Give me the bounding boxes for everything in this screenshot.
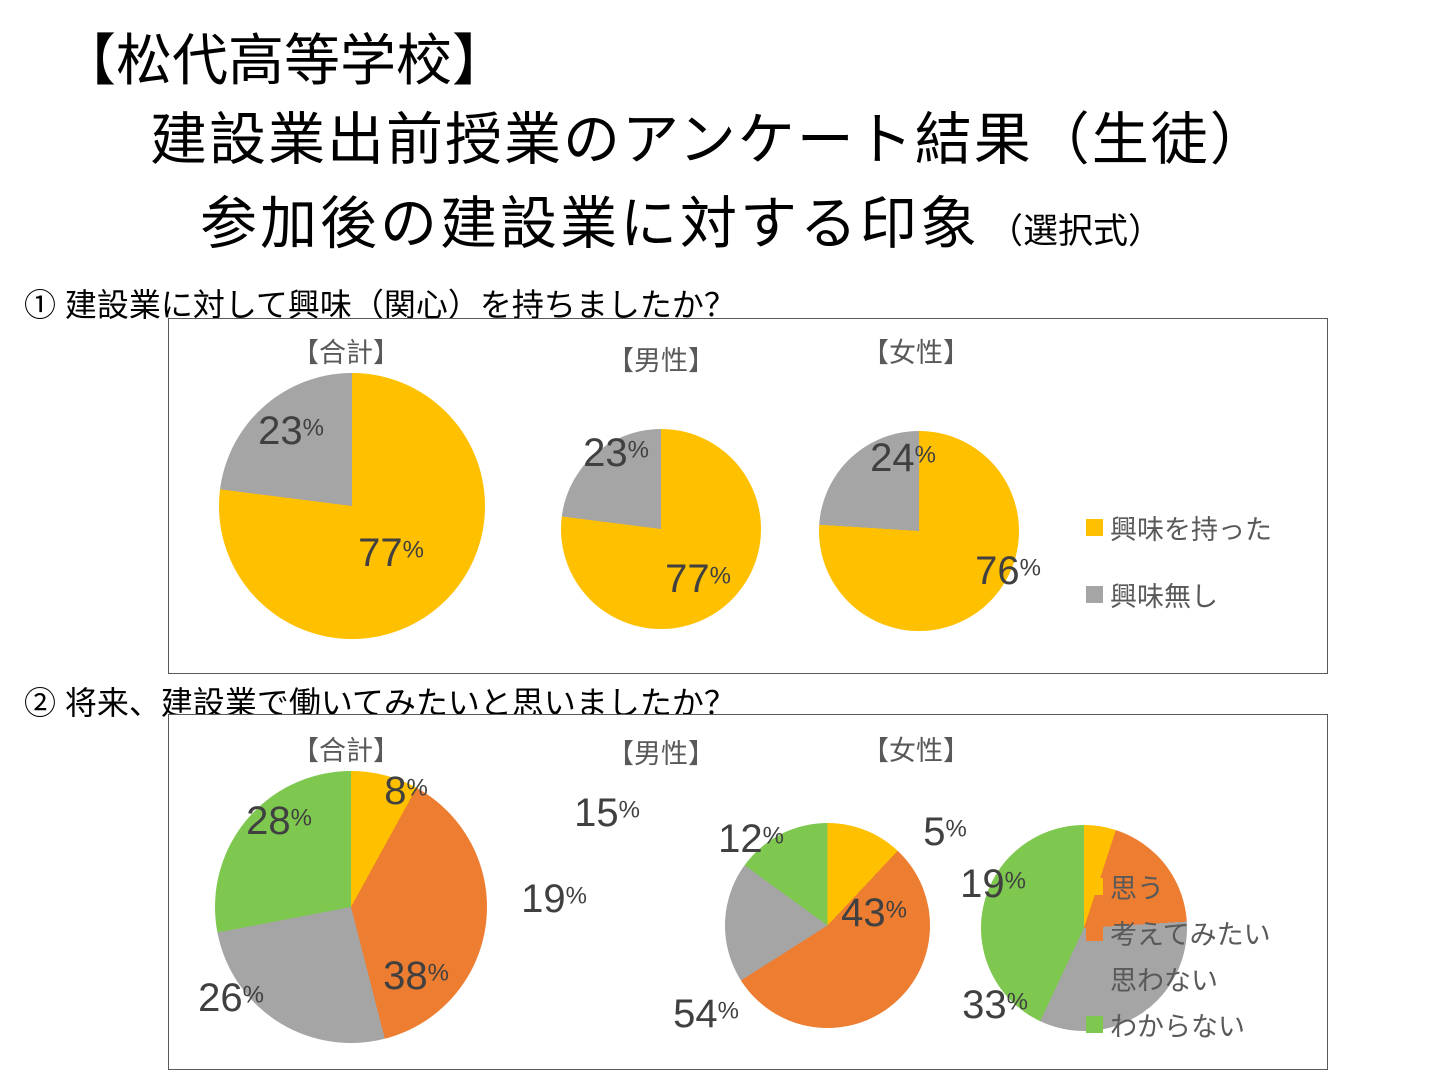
chart-panel-q2: 【合計】 8% 38% 26% 28% 【男性】 12% 54% 19% 15%… xyxy=(168,714,1328,1070)
pie-label-q2-female-kangaete: 19% xyxy=(960,862,1026,906)
legend-item-q2-omou: 思う xyxy=(1086,872,1164,904)
legend-swatch-gray-icon xyxy=(1086,585,1103,603)
pie-title-q2-male: 【男性】 xyxy=(607,739,715,769)
pie-label-q1-female-yes: 76% xyxy=(975,549,1041,593)
pie-label-q2-female-omowanai: 33% xyxy=(962,983,1028,1027)
legend-label: 考えてみたい xyxy=(1110,919,1271,950)
legend-label: わからない xyxy=(1110,1011,1245,1042)
pie-label-q1-male-yes: 77% xyxy=(665,557,731,601)
pie-title-q2-total: 【合計】 xyxy=(292,736,400,766)
pie-chart-q2-total xyxy=(215,771,487,1043)
pie-label-q2-male-omowanai: 19% xyxy=(521,877,587,921)
pie-title-q1-male: 【男性】 xyxy=(607,346,715,376)
pie-label-q2-total-kangaete: 38% xyxy=(383,954,449,998)
pie-label-q2-total-omou: 8% xyxy=(384,769,428,813)
legend-swatch-gray-icon xyxy=(1086,969,1103,987)
page-title-sub: 参加後の建設業に対する印象 （選択式） xyxy=(200,178,1163,260)
pie-title-q1-female: 【女性】 xyxy=(862,338,970,368)
pie-label-q1-female-no: 24% xyxy=(870,436,936,480)
pie-label-q1-total-no: 23% xyxy=(258,409,324,453)
page-title-sub-text: 参加後の建設業に対する印象 xyxy=(200,192,980,256)
pie-label-q2-male-omou: 12% xyxy=(718,817,784,861)
legend-swatch-orange-icon xyxy=(1086,923,1103,941)
legend-item-q1-interested: 興味を持った xyxy=(1086,513,1272,545)
pie-chart-q1-total xyxy=(219,373,485,639)
pie-chart-q1-male xyxy=(561,429,761,629)
page-title-sub-note: （選択式） xyxy=(988,212,1164,251)
chart-panel-q1: 【合計】 23% 77% 【男性】 23% 77% 【女性】 24% 76% 興… xyxy=(168,318,1328,674)
pie-chart-q2-female xyxy=(981,825,1187,1031)
pie-label-q2-female-wakaranai: 43% xyxy=(841,891,907,935)
pie-title-q2-female: 【女性】 xyxy=(862,736,970,766)
legend-swatch-yellow-icon xyxy=(1086,877,1103,895)
pie-label-q2-male-kangaete: 54% xyxy=(673,992,739,1036)
pie-label-q1-male-no: 23% xyxy=(583,431,649,475)
legend-item-q2-omowanai: 思わない xyxy=(1086,964,1218,996)
pie-chart-q2-male xyxy=(725,823,930,1028)
legend-label: 思わない xyxy=(1110,965,1218,996)
legend-item-q2-kangaetemitai: 考えてみたい xyxy=(1086,918,1271,950)
legend-label: 興味を持った xyxy=(1110,514,1272,545)
pie-label-q2-female-omou: 5% xyxy=(923,810,967,854)
pie-chart-q1-female xyxy=(819,431,1019,631)
page-title-main: 建設業出前授業のアンケート結果（生徒） xyxy=(150,108,1269,172)
legend-item-q1-not-interested: 興味無し xyxy=(1086,580,1218,612)
pie-label-q1-total-yes: 77% xyxy=(358,531,424,575)
pie-label-q2-total-wakaranai: 28% xyxy=(246,799,312,843)
question-1-label: ① 建設業に対して興味（関心）を持ちましたか？ xyxy=(24,287,736,323)
page-title-school: 【松代高等学校】 xyxy=(60,29,508,92)
legend-label: 思う xyxy=(1110,873,1164,904)
pie-label-q2-total-omowanai: 26% xyxy=(198,976,264,1020)
legend-swatch-green-icon xyxy=(1086,1015,1103,1033)
legend-item-q2-wakaranai: わからない xyxy=(1086,1010,1245,1042)
legend-label: 興味無し xyxy=(1110,581,1218,612)
pie-label-q2-male-wakaranai: 15% xyxy=(574,791,640,835)
pie-title-q1-total: 【合計】 xyxy=(292,338,400,368)
legend-swatch-yellow-icon xyxy=(1086,518,1103,536)
